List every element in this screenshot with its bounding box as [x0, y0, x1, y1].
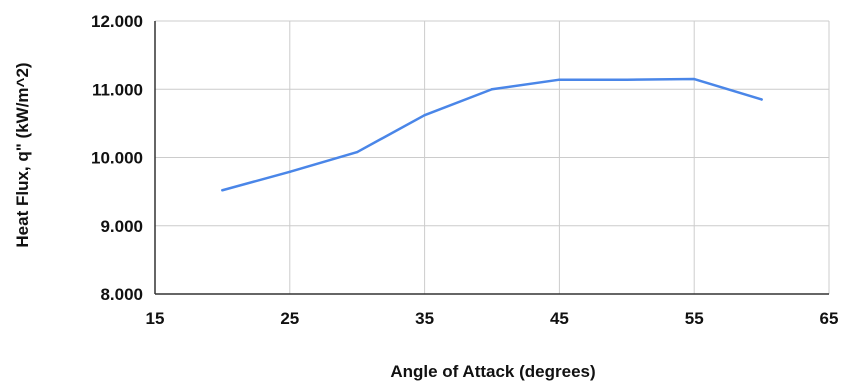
data-points — [221, 77, 763, 192]
y-axis-title: Heat Flux, q" (kW/m^2) — [13, 62, 32, 247]
y-tick-labels: 8.000 9.000 10.000 11.000 12.000 — [91, 12, 143, 304]
x-tick-label: 45 — [550, 309, 569, 328]
y-tick-label: 8.000 — [100, 285, 143, 304]
y-tick-label: 12.000 — [91, 12, 143, 31]
x-axis-title: Angle of Attack (degrees) — [390, 362, 595, 381]
axes — [154, 21, 829, 295]
y-tick-label: 9.000 — [100, 217, 143, 236]
x-tick-label: 65 — [820, 309, 839, 328]
series-line — [221, 77, 763, 192]
data-point — [356, 150, 359, 154]
y-tick-label: 11.000 — [92, 80, 143, 99]
series-layer — [221, 77, 763, 192]
x-tick-labels: 15 25 35 45 55 65 — [146, 309, 839, 328]
data-point — [625, 78, 628, 81]
data-point — [693, 77, 696, 81]
data-point — [423, 113, 426, 117]
x-tick-label: 15 — [146, 309, 165, 328]
data-point — [558, 78, 561, 81]
y-tick-label: 10.000 — [91, 149, 143, 168]
data-point — [288, 170, 291, 174]
x-tick-label: 35 — [415, 309, 434, 328]
x-tick-label: 55 — [685, 309, 704, 328]
data-point — [760, 98, 763, 101]
data-point — [221, 189, 224, 192]
x-tick-label: 25 — [280, 309, 299, 328]
data-point — [490, 88, 494, 91]
grid-lines — [155, 20, 830, 294]
